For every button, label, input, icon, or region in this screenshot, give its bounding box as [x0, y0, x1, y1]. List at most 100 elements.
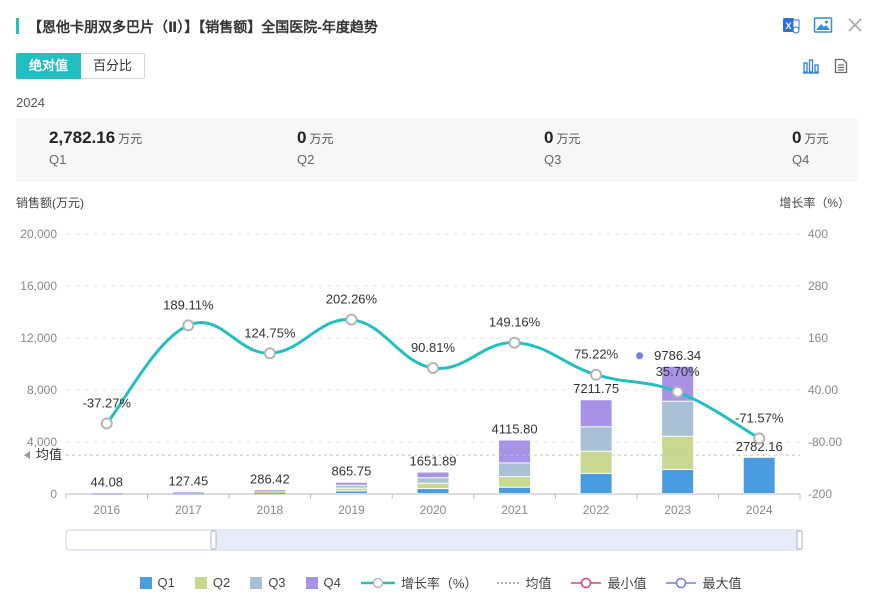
bar-segment-q2: [172, 493, 204, 494]
zoom-handle-right[interactable]: [796, 530, 803, 550]
bar-chart-icon[interactable]: [801, 57, 821, 75]
average-label: 均值: [36, 447, 62, 462]
total-label: 9786.34: [654, 348, 701, 363]
average-marker: [24, 451, 30, 460]
zoom-selected-range[interactable]: [214, 531, 800, 549]
growth-rate-label: 75.22%: [574, 347, 619, 362]
legend-item-q3[interactable]: Q3: [250, 573, 286, 592]
bar-segment-q3: [662, 401, 694, 436]
y2-axis-title: 增长率（%）: [779, 196, 850, 210]
table-view-icon[interactable]: [831, 57, 851, 75]
summary-q2: 0 万元 Q2: [297, 128, 333, 167]
legend-item-q1[interactable]: Q1: [139, 573, 175, 592]
max-marker: [636, 352, 644, 360]
total-label: 286.42: [250, 471, 290, 486]
summary-value: 2,782.16: [49, 128, 116, 147]
bar-segment-q4: [91, 493, 123, 495]
summary-label: Q3: [544, 152, 562, 167]
bar-segment-q4: [335, 482, 367, 485]
summary-unit: 万元: [118, 132, 143, 146]
y2-tick-label: -80.00: [808, 435, 842, 449]
growth-rate-label: -71.57%: [735, 410, 784, 425]
zoom-handle-left[interactable]: [210, 530, 217, 550]
legend-swatch-q1: [139, 576, 152, 589]
bar-segment-q4: [580, 400, 612, 427]
total-label: 44.08: [91, 474, 124, 489]
y2-tick-label: 40.00: [808, 383, 838, 397]
legend-item-growth-rate[interactable]: 增长率（%）: [360, 573, 477, 592]
legend-swatch-q3: [250, 576, 263, 589]
legend-item-q2[interactable]: Q2: [194, 573, 230, 592]
growth-rate-point: [263, 347, 276, 360]
summary-unit: 万元: [309, 132, 334, 146]
total-label: 2782.16: [736, 439, 783, 454]
growth-rate-label: 35.70%: [656, 364, 701, 379]
x-tick-label: 2023: [664, 503, 691, 517]
total-label: 7211.75: [573, 381, 619, 396]
legend-label: 最小值: [607, 576, 647, 591]
header-actions: X: [780, 14, 866, 36]
legend-label: 均值: [525, 576, 552, 591]
legend-item-q4[interactable]: Q4: [305, 573, 341, 592]
percentage-button[interactable]: 百分比: [81, 53, 146, 79]
summary-q1: 2,782.16 万元 Q1: [49, 128, 142, 167]
bar-segment-q2: [335, 488, 367, 491]
legend-label: Q1: [157, 575, 175, 590]
page-title: 【恩他卡朋双多巴片（Ⅱ）】【销售额】全国医院-年度趋势: [28, 19, 378, 35]
legend-swatch-q4: [305, 576, 318, 589]
growth-rate-point: [100, 417, 113, 430]
bar-segment-q4: [254, 490, 286, 492]
y-tick-label: 8,000: [27, 383, 57, 397]
export-excel-icon[interactable]: X: [780, 14, 802, 36]
growth-rate-point: [753, 432, 766, 445]
bar-segment-q2: [499, 477, 531, 487]
y-tick-label: 0: [50, 487, 57, 501]
summary-label: Q4: [792, 152, 810, 167]
y2-tick-label: 400: [808, 227, 828, 241]
bar-segment-q3: [580, 427, 612, 451]
total-label: 865.75: [332, 464, 372, 479]
legend-swatch-q2: [194, 576, 207, 589]
legend-min-icon: [571, 577, 602, 588]
bar-segment-q1: [335, 491, 367, 493]
legend-label: 最大值: [702, 576, 742, 591]
growth-rate-label: 149.16%: [489, 315, 541, 330]
legend-line-growth-icon: [360, 577, 395, 588]
total-label: 1651.89: [410, 454, 457, 469]
svg-text:X: X: [785, 21, 791, 31]
year-label: 2024: [16, 95, 45, 110]
absolute-value-button[interactable]: 绝对值: [16, 53, 82, 79]
bar-segment-q1: [580, 473, 612, 493]
bar-segment-q3: [499, 463, 531, 477]
legend-item-average[interactable]: 均值: [497, 573, 551, 592]
bar-segment-q1: [662, 469, 694, 493]
growth-rate-label: -37.27%: [83, 395, 132, 410]
y2-tick-label: 280: [808, 279, 828, 293]
growth-rate-point: [671, 385, 684, 398]
summary-label: Q2: [297, 152, 315, 167]
summary-q3: 0 万元 Q3: [544, 128, 580, 167]
legend-label: Q3: [268, 575, 286, 590]
bar-segment-q2: [662, 436, 694, 469]
bar-segment-q2: [254, 492, 286, 493]
x-tick-label: 2021: [501, 503, 528, 517]
y-tick-label: 20,000: [20, 227, 57, 241]
summary-value: 0: [297, 128, 307, 147]
x-tick-label: 2020: [420, 503, 447, 517]
y2-tick-label: -200: [808, 487, 832, 501]
bar-segment-q4: [499, 440, 531, 463]
growth-rate-point: [182, 319, 195, 332]
image-icon[interactable]: [812, 14, 834, 36]
legend-item-max[interactable]: 最大值: [666, 573, 741, 592]
legend-item-min[interactable]: 最小值: [571, 573, 646, 592]
summary-unit: 万元: [556, 132, 581, 146]
bar-segment-q1: [172, 493, 204, 495]
growth-rate-line: [105, 318, 760, 440]
growth-rate-label: 124.75%: [244, 325, 296, 340]
close-icon[interactable]: [844, 14, 866, 36]
x-tick-label: 2017: [175, 503, 202, 517]
summary-value: 0: [544, 128, 554, 147]
summary-value: 0: [792, 128, 802, 147]
value-mode-toggle: 绝对值 百分比: [16, 53, 146, 79]
